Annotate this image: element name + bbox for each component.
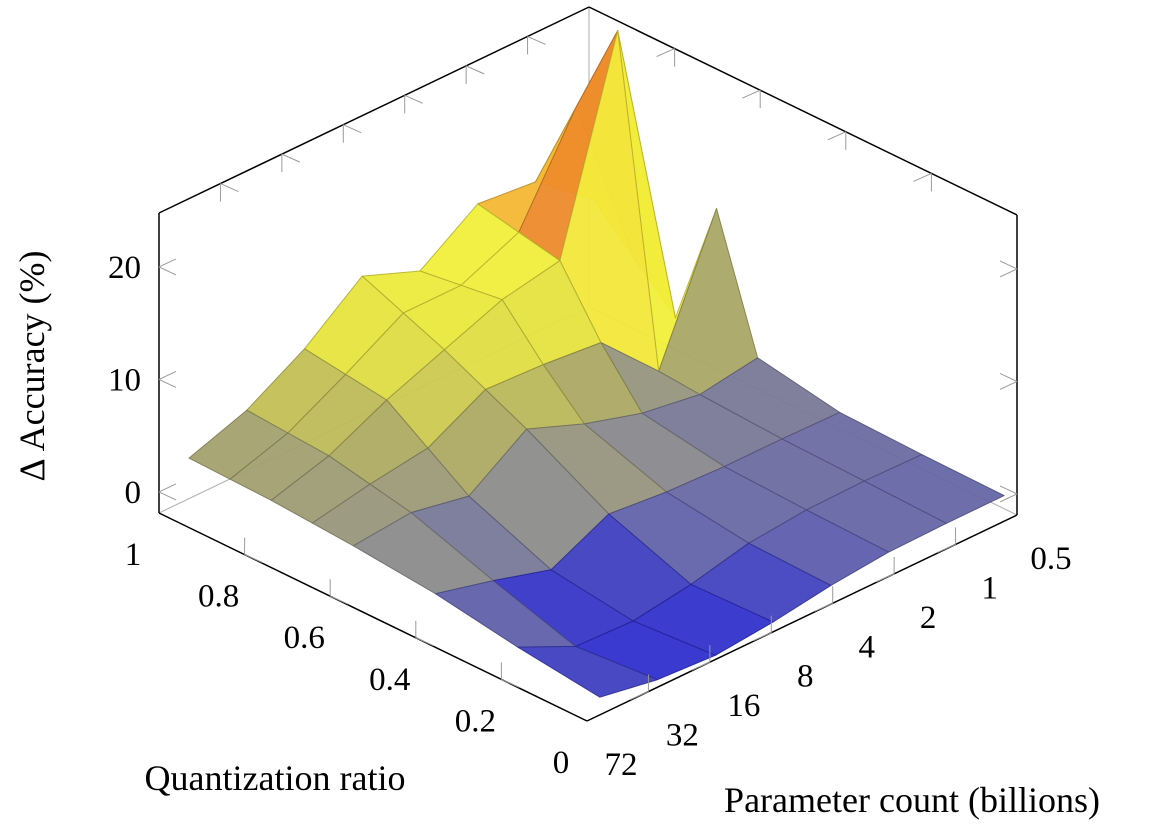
x-axis-title: Parameter count (billions) (724, 780, 1100, 820)
bottom-left-edge (158, 512, 588, 722)
x-tick-top (404, 94, 423, 104)
y-axis-title: Quantization ratio (144, 758, 406, 798)
x-tick (814, 602, 833, 612)
x-tick-label: 8 (797, 659, 814, 695)
x-tick-label: 0.5 (1030, 541, 1071, 577)
x-tick-label: 72 (605, 747, 638, 783)
tick-marks (158, 35, 1018, 701)
y-tick-label: 0.4 (369, 662, 410, 698)
z-tick (158, 491, 177, 501)
top-right-edge (588, 6, 1018, 216)
x-tick-top (465, 65, 485, 75)
y-tick-label: 0.8 (198, 579, 239, 615)
z-tick-label: 10 (108, 362, 141, 398)
y-tick (244, 554, 263, 564)
z-tick (158, 379, 177, 388)
y-tick-label: 0.2 (455, 703, 496, 739)
x-tick-label: 4 (858, 629, 875, 665)
surface-face (517, 645, 659, 698)
y-tick (329, 595, 349, 605)
x-tick-top (527, 35, 546, 45)
y-tick-top (913, 172, 932, 182)
x-tick (875, 573, 895, 583)
surface-face (658, 208, 759, 395)
axis-frame (158, 6, 1018, 722)
x-tick-label: 32 (666, 718, 699, 754)
y-tick-label: 0.6 (284, 620, 325, 656)
z-tick (158, 258, 177, 268)
y-tick-top (827, 131, 847, 141)
x-tick-label: 2 (920, 600, 937, 636)
y-tick-top (656, 48, 675, 58)
x-tick-top (281, 153, 301, 163)
y-tick-top (741, 89, 761, 99)
z-tick-right (999, 373, 1018, 382)
y-tick (415, 637, 435, 647)
x-tick (691, 661, 711, 671)
x-tick-label: 1 (981, 570, 998, 606)
x-tick-label: 16 (727, 688, 760, 724)
z-tick-right (999, 381, 1018, 390)
x-tick-top (343, 124, 362, 134)
z-tick-label: 20 (108, 250, 141, 286)
z-tick-right (999, 268, 1018, 278)
y-tick-label: 1 (125, 537, 142, 573)
z-tick (158, 483, 177, 493)
x-tick (753, 632, 772, 642)
y-tick (501, 678, 520, 688)
x-tick (630, 691, 649, 701)
z-tick-right (999, 260, 1018, 270)
y-tick-label: 0 (553, 745, 570, 781)
z-tick (158, 371, 177, 380)
z-tick-label: 0 (125, 475, 142, 511)
x-tick-top (220, 183, 239, 193)
x-tick (937, 543, 956, 553)
surface-mesh (188, 30, 1005, 698)
top-left-edge (158, 6, 590, 214)
z-tick (158, 266, 177, 276)
tick-labels: 1 0.8 0.6 0.4 0.2 0 72 32 16 8 4 2 1 0.5 0 10 20 (108, 250, 1072, 783)
z-axis-title: Δ Accuracy (%) (12, 250, 52, 482)
z-tick-right (999, 493, 1018, 503)
z-tick-right (999, 485, 1018, 495)
